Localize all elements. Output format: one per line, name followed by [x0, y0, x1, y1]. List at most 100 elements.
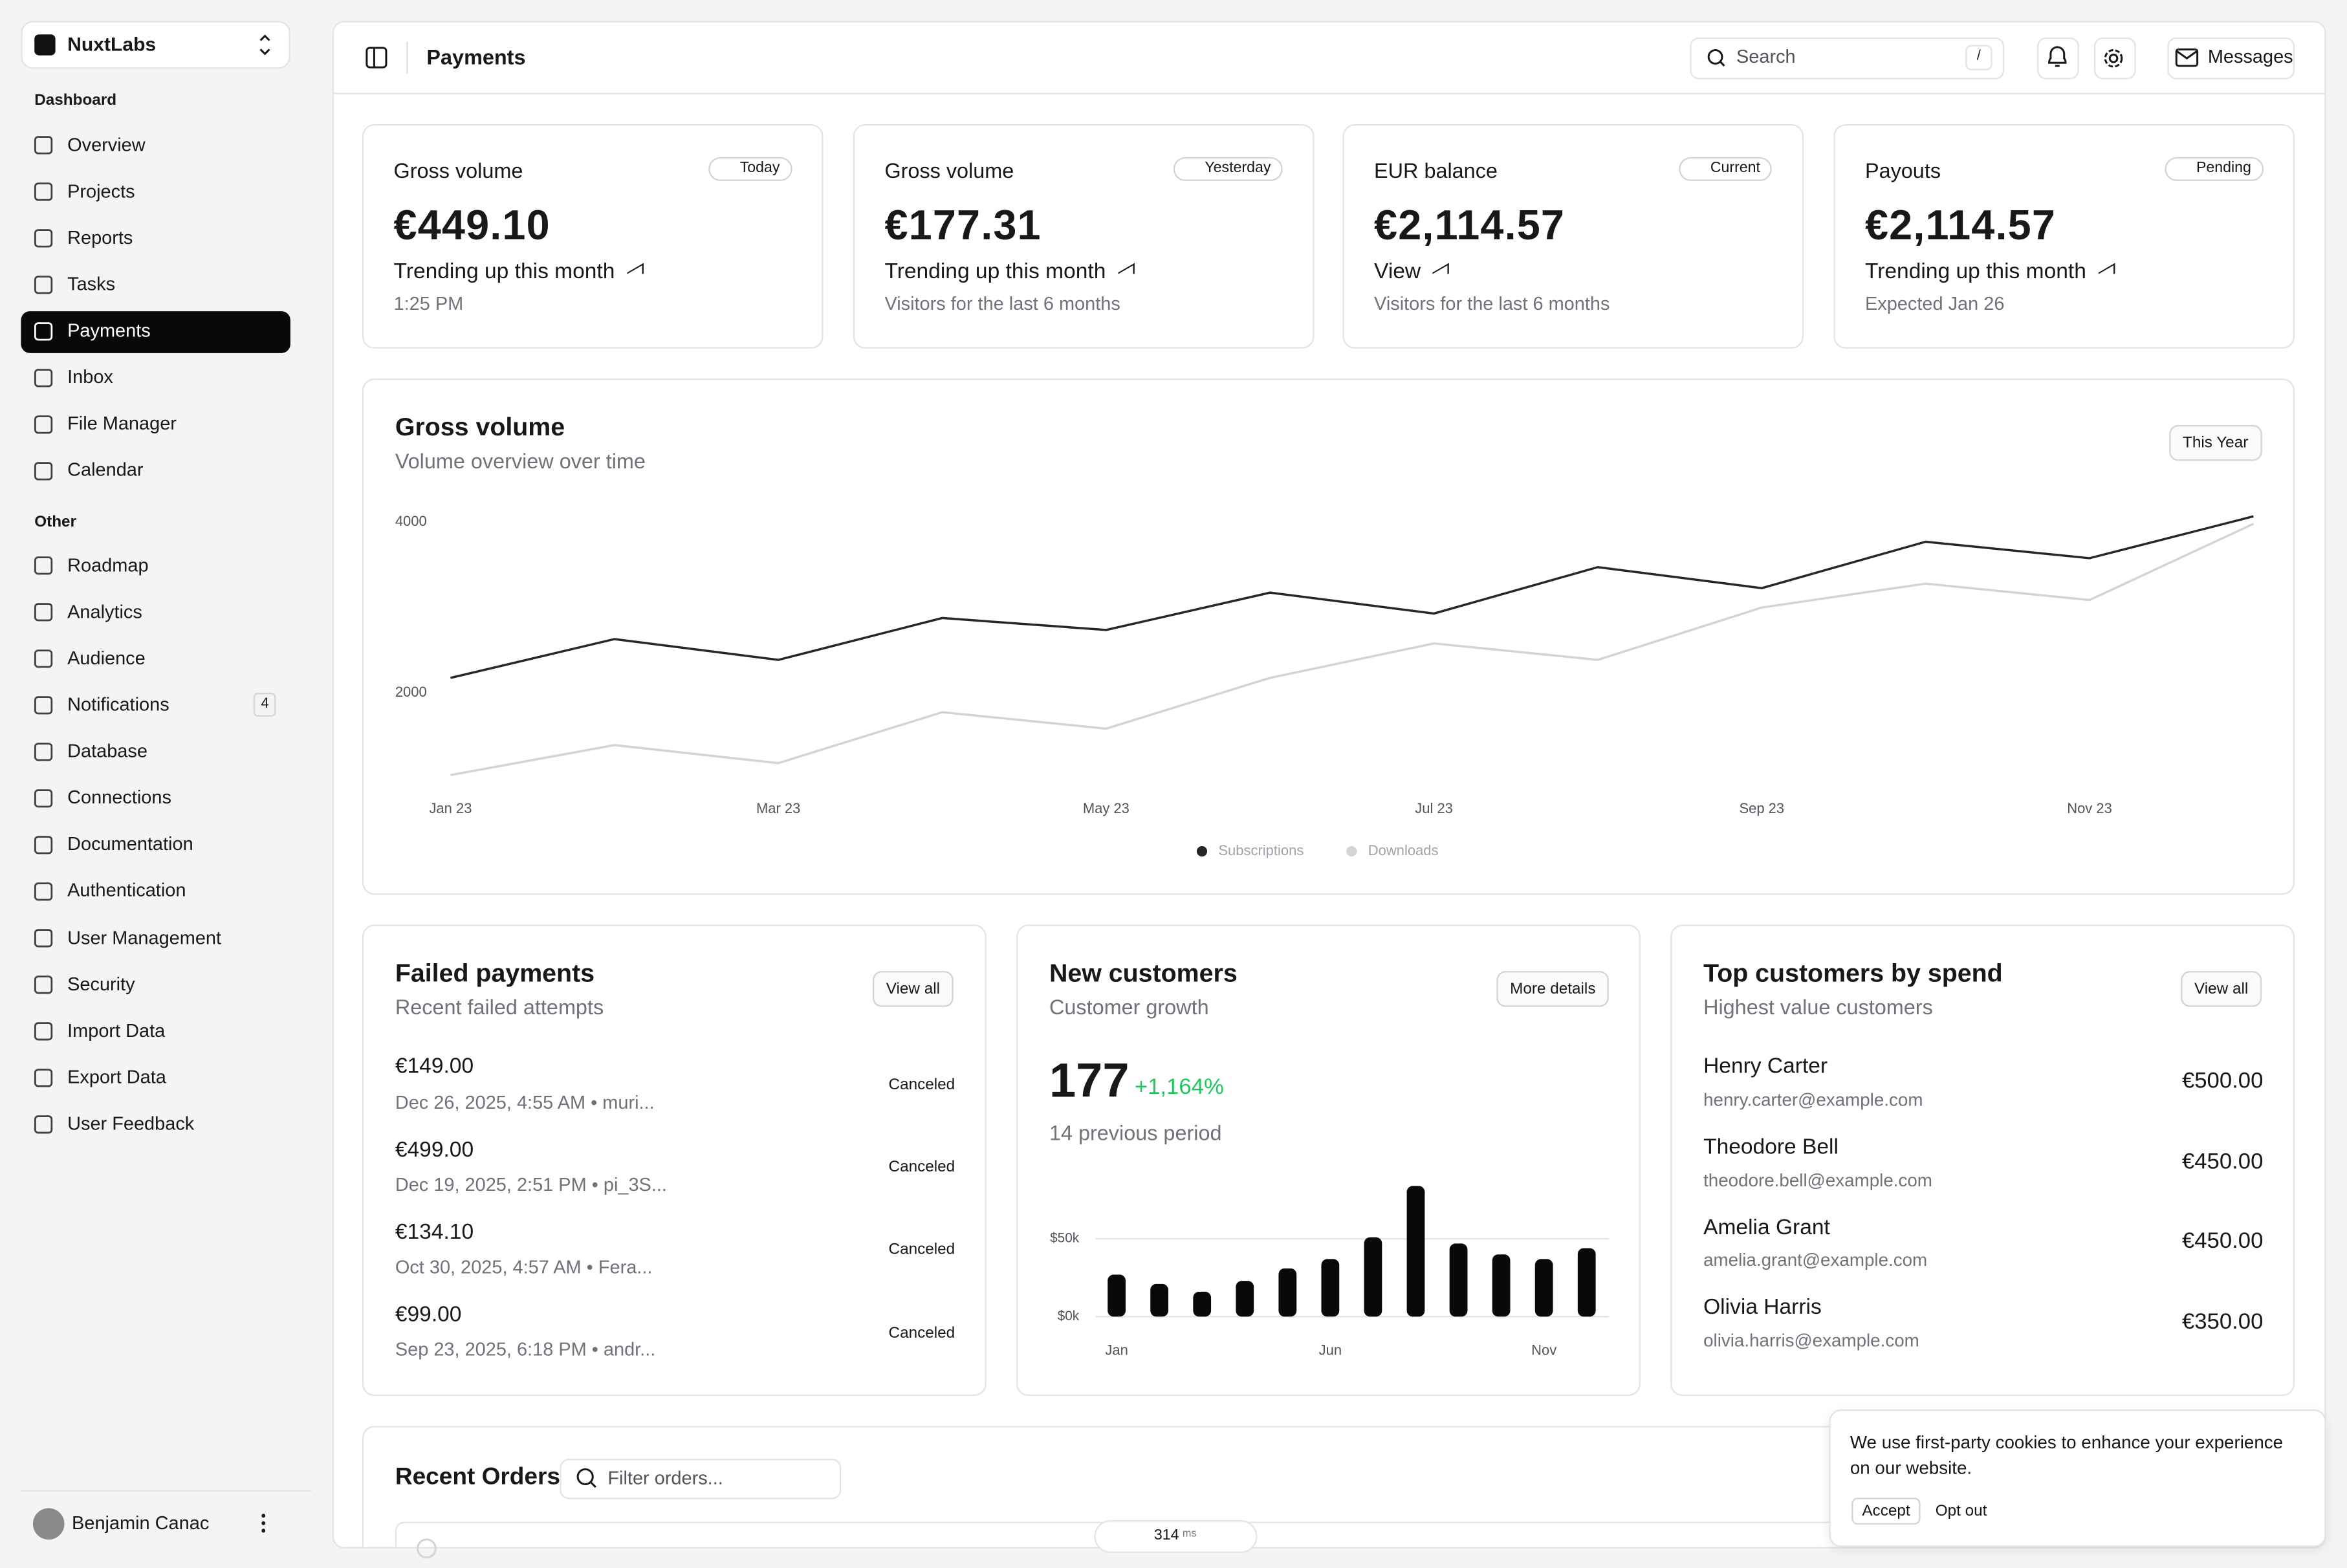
nav-icon: [34, 743, 53, 761]
view-all-button[interactable]: View all: [2181, 971, 2262, 1007]
customer-name: Theodore Bell: [1703, 1135, 1839, 1160]
nav-item[interactable]: Notifications: [67, 693, 169, 715]
nav-item[interactable]: Inbox: [67, 367, 113, 388]
nav-item[interactable]: Overview: [67, 134, 146, 155]
search-icon: [1719, 61, 1725, 67]
nav-item[interactable]: Security: [67, 973, 135, 995]
devtools-unit: ms: [1182, 1529, 1197, 1540]
trend-icon: [2098, 263, 2115, 284]
nav-icon: [34, 1069, 53, 1087]
nav-item[interactable]: Roadmap: [67, 554, 149, 576]
devtools-pill[interactable]: [1094, 1519, 1258, 1553]
messages-button[interactable]: [2167, 37, 2295, 80]
y-tick-label: $50k: [1050, 1231, 1080, 1246]
nav-item[interactable]: User Feedback: [67, 1113, 195, 1135]
bell-icon: [2048, 46, 2067, 67]
range-button[interactable]: This Year: [2169, 424, 2262, 461]
customer-email: theodore.bell@example.com: [1703, 1169, 1932, 1190]
view-all-button[interactable]: View all: [872, 971, 954, 1007]
stat-value: €2,114.57: [1864, 202, 2057, 249]
nav-icon: [34, 462, 53, 481]
mail-icon: [2176, 50, 2198, 60]
row-checkbox[interactable]: [417, 1538, 437, 1559]
nav-icon: [34, 649, 53, 668]
customer-count: 177: [1049, 1052, 1130, 1107]
filter-icon: [590, 1482, 596, 1488]
nav-item[interactable]: Authentication: [67, 880, 186, 902]
user-avatar[interactable]: [32, 1508, 65, 1540]
bar: [1406, 1186, 1425, 1317]
stat-card: [1342, 124, 1804, 349]
team-name[interactable]: NuxtLabs: [67, 33, 157, 56]
payment-status: Canceled: [888, 1158, 955, 1177]
shortcut-label: /: [1976, 48, 1981, 65]
nav-item[interactable]: Audience: [67, 647, 146, 669]
stat-sub: Visitors for the last 6 months: [1374, 292, 1610, 314]
messages-label[interactable]: Messages: [2207, 45, 2293, 67]
search-placeholder: Search: [1736, 45, 1796, 67]
nav-icon: [34, 975, 53, 994]
nav-item[interactable]: Documentation: [67, 833, 193, 855]
payment-amount: €99.00: [395, 1303, 462, 1328]
previous-period: 14 previous period: [1049, 1120, 1222, 1144]
nav-item[interactable]: Analytics: [67, 600, 142, 622]
bar: [1193, 1291, 1212, 1317]
stat-sub: Expected Jan 26: [1864, 292, 2005, 314]
stat-value: €2,114.57: [1374, 202, 1566, 249]
trend-icon: [626, 263, 644, 284]
nav-item[interactable]: Connections: [67, 787, 171, 809]
settings-button[interactable]: [2093, 37, 2136, 80]
nav-item[interactable]: Import Data: [67, 1019, 166, 1041]
nav-item[interactable]: Reports: [67, 226, 133, 248]
order-filter[interactable]: [560, 1459, 842, 1499]
customer-name: Amelia Grant: [1703, 1215, 1830, 1240]
sidebar-toggle-icon[interactable]: [366, 47, 388, 69]
payment-amount: €499.00: [395, 1138, 474, 1162]
x-tick-label: Jan 23: [429, 800, 472, 816]
x-tick-label: Jan: [1105, 1342, 1128, 1358]
cookie-opt-out[interactable]: Opt out: [1935, 1501, 1987, 1520]
nav-item[interactable]: File Manager: [67, 413, 177, 435]
nav-item[interactable]: Tasks: [67, 273, 116, 295]
search-box[interactable]: [1690, 37, 2005, 80]
stat-trend: View: [1374, 261, 1450, 287]
nav-item[interactable]: Database: [67, 740, 147, 762]
bar: [1449, 1243, 1468, 1317]
y-tick-label: $0k: [1058, 1309, 1080, 1323]
nav-item[interactable]: Export Data: [67, 1066, 166, 1088]
stat-badge: Today: [708, 157, 792, 181]
customer-change: +1,164%: [1134, 1074, 1224, 1100]
search-icon: [1707, 49, 1723, 65]
customer-email: olivia.harris@example.com: [1703, 1329, 1919, 1351]
nav-item[interactable]: Calendar: [67, 460, 144, 481]
payment-amount: €149.00: [395, 1055, 474, 1080]
nav-icon: [34, 836, 53, 855]
nav-icon: [34, 276, 53, 294]
cookie-accept[interactable]: Accept: [1851, 1497, 1921, 1525]
card-title: New customers: [1049, 959, 1238, 988]
more-details-button[interactable]: More details: [1496, 971, 1610, 1007]
payment-detail: Dec 26, 2025, 4:55 AM • muri...: [395, 1091, 655, 1113]
bar: [1577, 1248, 1596, 1317]
gross-volume-card: [362, 378, 2295, 895]
team-switcher[interactable]: [21, 21, 290, 69]
nav-item[interactable]: User Management: [67, 926, 222, 948]
x-tick-label: Nov: [1531, 1342, 1556, 1358]
devtools-value: 314: [1153, 1527, 1179, 1544]
nav-item[interactable]: Projects: [67, 180, 135, 202]
user-name[interactable]: Benjamin Canac: [72, 1512, 210, 1533]
notifications-button[interactable]: [2037, 37, 2079, 80]
card-title: Failed payments: [395, 959, 595, 988]
nav-icon: [34, 136, 53, 155]
stat-card: [362, 124, 824, 349]
line-series: [450, 515, 2254, 679]
nav-item[interactable]: Payments: [67, 320, 151, 342]
cookie-text: We use first-party cookies to enhance yo…: [1850, 1432, 2284, 1479]
stat-label: EUR balance: [1374, 158, 1498, 182]
customer-name: Henry Carter: [1703, 1055, 1828, 1080]
customer-amount: €500.00: [2181, 1068, 2264, 1094]
bar: [1108, 1274, 1126, 1317]
